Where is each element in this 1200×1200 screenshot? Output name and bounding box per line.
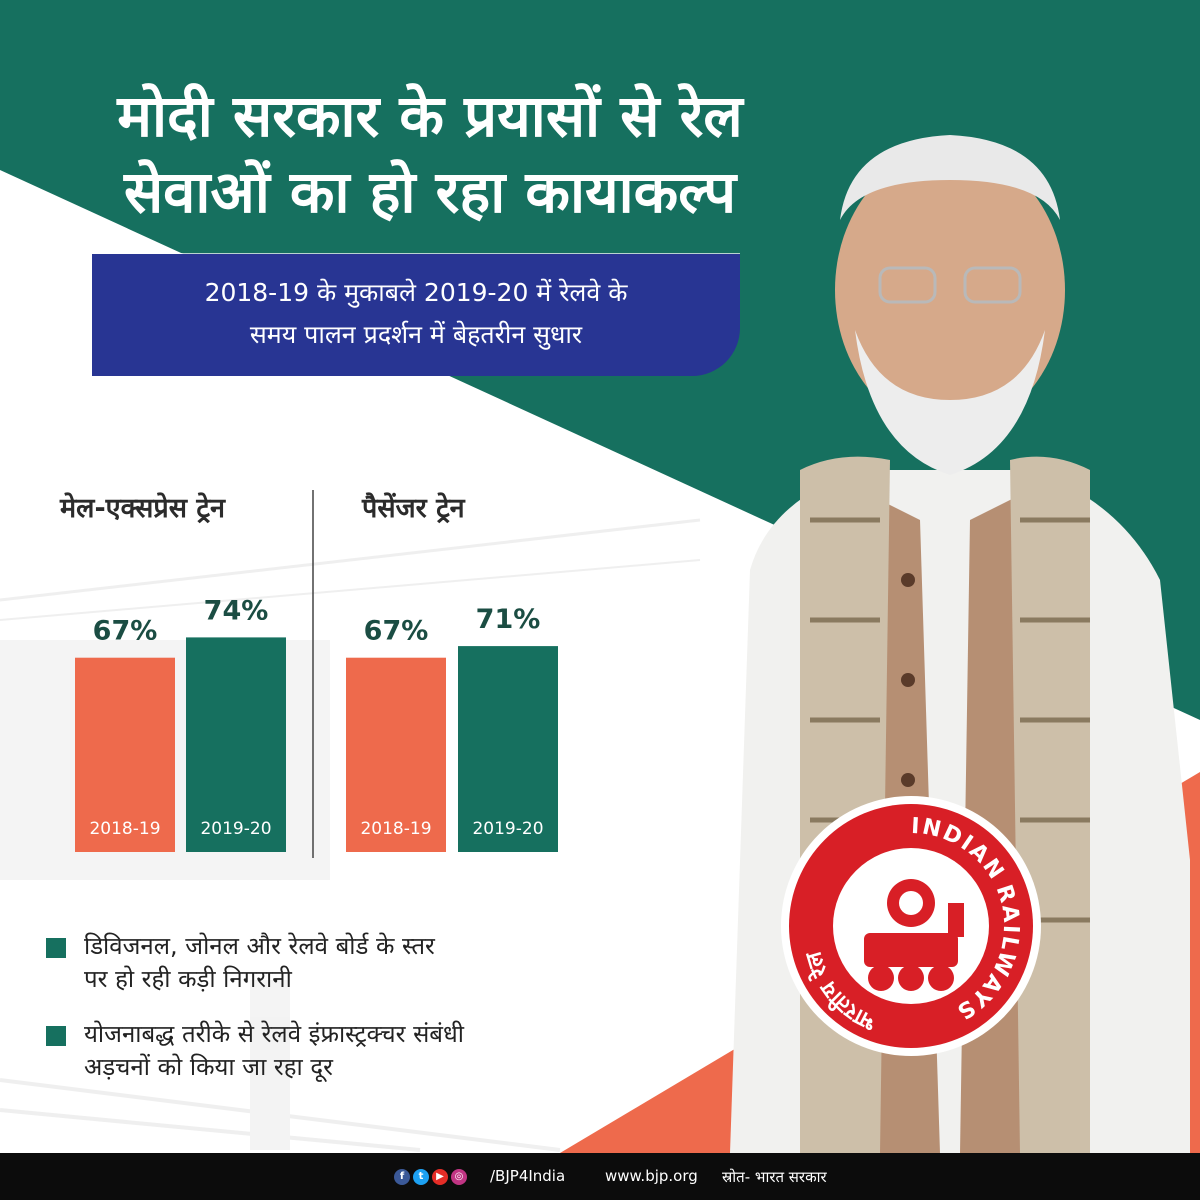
twitter-icon[interactable]: t [413,1168,429,1185]
facebook-icon[interactable]: f [394,1168,410,1185]
bar-category-label: 2019-20 [472,819,543,839]
bar-2019-20 [458,646,558,852]
indian-railways-logo: INDIAN RAILWAYS भारतीय रेल [781,796,1041,1056]
bar-value-label: 67% [364,616,429,647]
bar-2019-20 [186,637,286,852]
bar-category-label: 2018-19 [360,819,431,839]
subtitle-banner: 2018-19 के मुकाबले 2019-20 में रेलवे के … [92,254,740,376]
bar-category-label: 2018-19 [89,819,160,839]
instagram-icon[interactable]: ◎ [451,1168,467,1185]
footer-handle[interactable]: /BJP4India [490,1167,566,1185]
footer-website[interactable]: www.bjp.org [605,1167,698,1185]
bar-2018-19 [346,657,446,852]
title-line-2: सेवाओं का हो रहा कायाकल्प [123,158,737,226]
chart-title-passenger: पैसेंजर ट्रेन [362,493,465,524]
subtitle-line-1: 2018-19 के मुकाबले 2019-20 में रेलवे के [204,278,628,307]
footer-bar: f t ▶ ◎ /BJP4India www.bjp.org स्रोत- भारत … [0,1153,1200,1200]
chart-title-mail-express: मेल-एक्सप्रेस ट्रेन [60,493,226,524]
bullet-text: डिविजनल, जोनल और रेलवे बोर्ड के स्तर पर … [84,932,435,993]
bullet-text: योजनाबद्ध तरीके से रेलवे इंफ्रास्ट्रक्चर… [84,1020,464,1081]
bar-2018-19 [75,657,175,852]
footer-source: स्रोत- भारत सरकार [722,1168,827,1186]
page-title: मोदी सरकार के प्रयासों से रेल सेवाओं का … [70,78,790,230]
social-icons: f t ▶ ◎ [394,1167,470,1185]
bar-value-label: 74% [204,595,269,626]
youtube-icon[interactable]: ▶ [432,1168,448,1185]
bullet-marker [46,938,66,958]
title-line-1: मोदी सरकार के प्रयासों से रेल [117,82,743,150]
bar-value-label: 71% [476,604,541,635]
bar-value-label: 67% [93,616,158,647]
bar-category-label: 2019-20 [200,819,271,839]
bullet-marker [46,1026,66,1046]
subtitle-line-2: समय पालन प्रदर्शन में बेहतरीन सुधार [249,320,583,349]
